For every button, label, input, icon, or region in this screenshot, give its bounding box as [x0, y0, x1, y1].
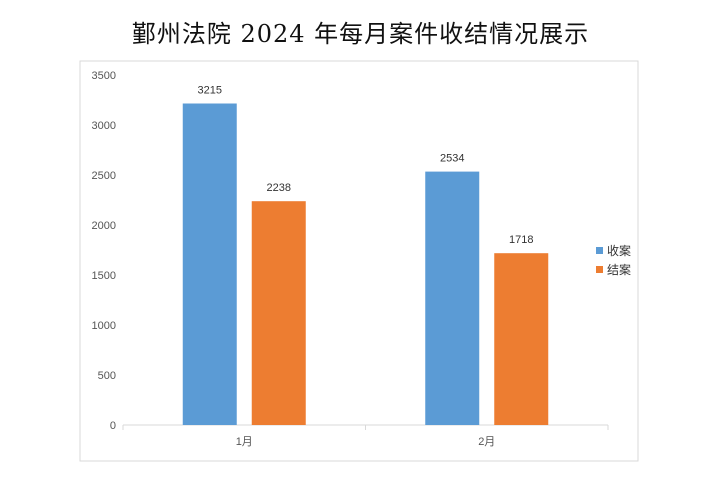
x-tick-label-1: 2月: [478, 436, 495, 448]
y-tick-label-4: 2000: [92, 220, 116, 232]
y-tick-label-5: 2500: [92, 170, 116, 182]
bar-received-1: [425, 171, 480, 425]
y-tick-label-6: 3000: [92, 120, 116, 132]
bar-received-0: [182, 103, 237, 425]
data-label-closed-1: 1718: [509, 234, 533, 246]
data-label-received-0: 3215: [198, 85, 222, 97]
legend-swatch-1: [596, 266, 603, 273]
legend-label-0: 收案: [607, 243, 631, 258]
y-tick-label-7: 3500: [92, 70, 116, 82]
bar-closed-0: [251, 201, 306, 425]
y-axis: 0 500 1000 1500 2000 2500 3000 3500: [92, 70, 116, 432]
data-labels: 3215 2238 2534 1718: [198, 85, 534, 247]
data-label-closed-0: 2238: [267, 182, 291, 194]
x-axis: 1月 2月: [122, 424, 609, 448]
chart-title: 鄞州法院 2024 年每月案件收结情况展示: [131, 20, 590, 48]
y-tick-label-0: 0: [110, 420, 116, 432]
x-tick-label-0: 1月: [236, 436, 253, 448]
y-tick-label-2: 1000: [92, 320, 116, 332]
y-tick-label-1: 500: [98, 370, 116, 382]
y-tick-label-3: 1500: [92, 270, 116, 282]
legend-label-1: 结案: [607, 262, 631, 277]
legend-swatch-0: [596, 247, 603, 254]
data-label-received-1: 2534: [440, 153, 464, 165]
plot-frame: [79, 60, 639, 462]
bar-closed-1: [494, 253, 549, 425]
bars: [182, 103, 549, 425]
